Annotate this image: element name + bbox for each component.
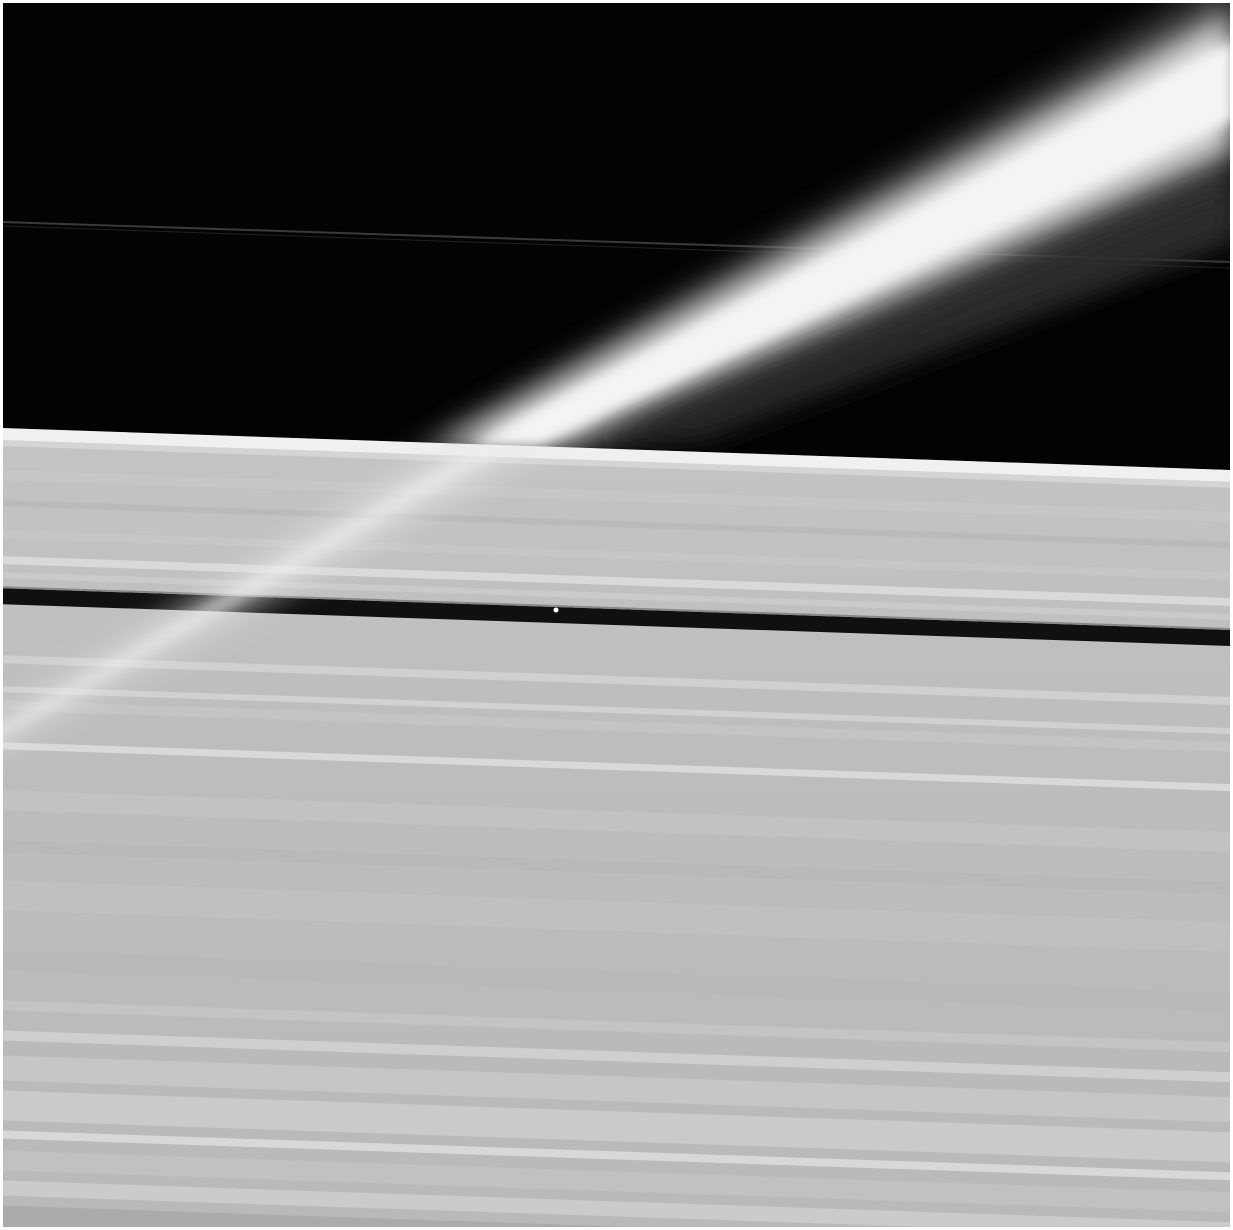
- ring-band: [3, 498, 1230, 552]
- ring-band: [3, 1027, 1230, 1086]
- ring-band: [3, 1147, 1230, 1216]
- ring-band: [3, 878, 1230, 956]
- ring-band: [3, 1087, 1230, 1166]
- ring-plane: [3, 428, 1230, 1227]
- ring-band: [3, 1052, 1230, 1126]
- ring-band: [3, 584, 1230, 634]
- moon: [553, 607, 559, 613]
- ring-band: [3, 653, 1230, 709]
- ring-band: [3, 586, 1230, 650]
- ring-band: [3, 947, 1230, 1016]
- ring-band: [3, 428, 1230, 486]
- ring-band: [3, 788, 1230, 856]
- ring-band: [3, 438, 1230, 492]
- ring-band: [3, 1177, 1230, 1227]
- ring-band: [3, 1202, 1230, 1227]
- ring-band: [3, 684, 1230, 738]
- ring-band: [3, 740, 1230, 795]
- ring-band: [3, 1127, 1230, 1184]
- diagonal-rings: [380, 3, 1230, 470]
- ring-band: [3, 997, 1230, 1056]
- ring-band: [3, 698, 1230, 756]
- ring-band: [3, 838, 1230, 898]
- ring-band: [3, 468, 1230, 526]
